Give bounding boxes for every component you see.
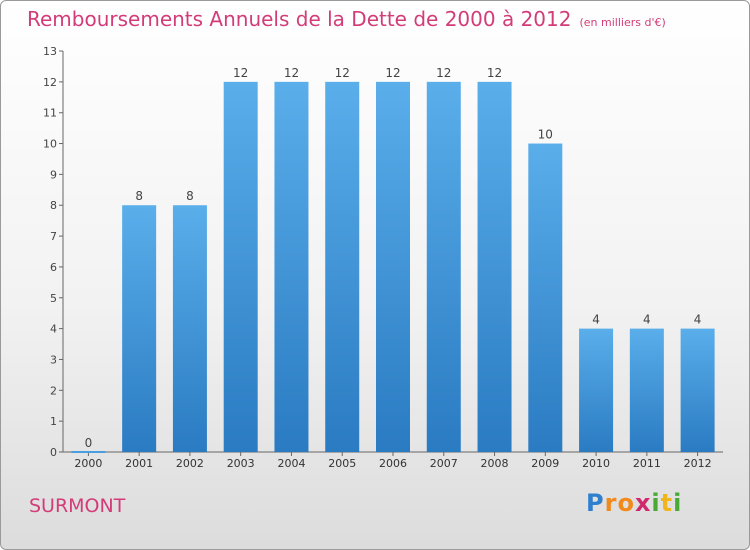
y-tick-label: 5 bbox=[50, 292, 57, 305]
bar-2002 bbox=[172, 205, 207, 452]
x-tick-label: 2006 bbox=[379, 457, 407, 470]
y-tick-label: 0 bbox=[50, 446, 57, 459]
logo-letter: x bbox=[634, 489, 652, 517]
value-label: 12 bbox=[436, 66, 451, 80]
value-label: 12 bbox=[385, 66, 400, 80]
x-tick-label: 2007 bbox=[430, 457, 458, 470]
value-label: 4 bbox=[643, 313, 651, 327]
bar-2001 bbox=[122, 205, 157, 452]
y-tick-label: 2 bbox=[50, 384, 57, 397]
logo-letter: P bbox=[586, 489, 605, 517]
y-tick-label: 9 bbox=[50, 168, 57, 181]
y-tick-label: 7 bbox=[50, 230, 57, 243]
value-label: 8 bbox=[135, 189, 143, 203]
bar-2004 bbox=[274, 81, 309, 452]
value-label: 12 bbox=[233, 66, 248, 80]
x-tick-label: 2000 bbox=[74, 457, 102, 470]
bar-2005 bbox=[325, 81, 360, 452]
value-label: 4 bbox=[592, 313, 600, 327]
logo-letter: o bbox=[617, 489, 635, 517]
x-tick-label: 2008 bbox=[481, 457, 509, 470]
y-tick-label: 6 bbox=[50, 261, 57, 274]
value-label: 12 bbox=[335, 66, 350, 80]
bar-2010 bbox=[579, 328, 614, 452]
chart-unit: (en milliers d'€) bbox=[579, 16, 666, 29]
y-tick-label: 11 bbox=[43, 107, 57, 120]
logo-letter: r bbox=[604, 489, 618, 517]
value-label: 0 bbox=[85, 436, 93, 450]
bar-2003 bbox=[223, 81, 258, 452]
x-tick-label: 2001 bbox=[125, 457, 153, 470]
bar-2011 bbox=[629, 328, 664, 452]
logo-letter: i bbox=[651, 489, 661, 517]
y-tick-label: 3 bbox=[50, 353, 57, 366]
x-tick-label: 2005 bbox=[328, 457, 356, 470]
proxiti-logo: Proxiti bbox=[586, 489, 682, 517]
bar-2009 bbox=[528, 143, 563, 453]
y-tick-label: 10 bbox=[43, 138, 57, 151]
bar-2008 bbox=[477, 81, 512, 452]
commune-name: SURMONT bbox=[29, 495, 126, 517]
y-tick-label: 13 bbox=[43, 45, 57, 58]
x-tick-label: 2009 bbox=[531, 457, 559, 470]
y-tick-label: 12 bbox=[43, 76, 57, 89]
value-label: 12 bbox=[284, 66, 299, 80]
bar-2007 bbox=[426, 81, 461, 452]
x-tick-label: 2011 bbox=[633, 457, 661, 470]
x-tick-label: 2004 bbox=[277, 457, 305, 470]
value-label: 12 bbox=[487, 66, 502, 80]
logo-letter: i bbox=[673, 489, 683, 517]
y-tick-label: 1 bbox=[50, 415, 57, 428]
x-tick-label: 2010 bbox=[582, 457, 610, 470]
value-label: 8 bbox=[186, 189, 194, 203]
value-label: 4 bbox=[694, 313, 702, 327]
bar-2012 bbox=[680, 328, 715, 452]
x-tick-label: 2002 bbox=[176, 457, 204, 470]
bar-2006 bbox=[376, 81, 410, 452]
chart-title: Remboursements Annuels de la Dette de 20… bbox=[27, 7, 666, 31]
logo-letter: t bbox=[660, 489, 674, 517]
x-tick-label: 2003 bbox=[227, 457, 255, 470]
y-tick-label: 8 bbox=[50, 199, 57, 212]
y-tick-label: 4 bbox=[50, 323, 57, 336]
x-tick-label: 2012 bbox=[684, 457, 712, 470]
value-label: 10 bbox=[538, 128, 553, 142]
